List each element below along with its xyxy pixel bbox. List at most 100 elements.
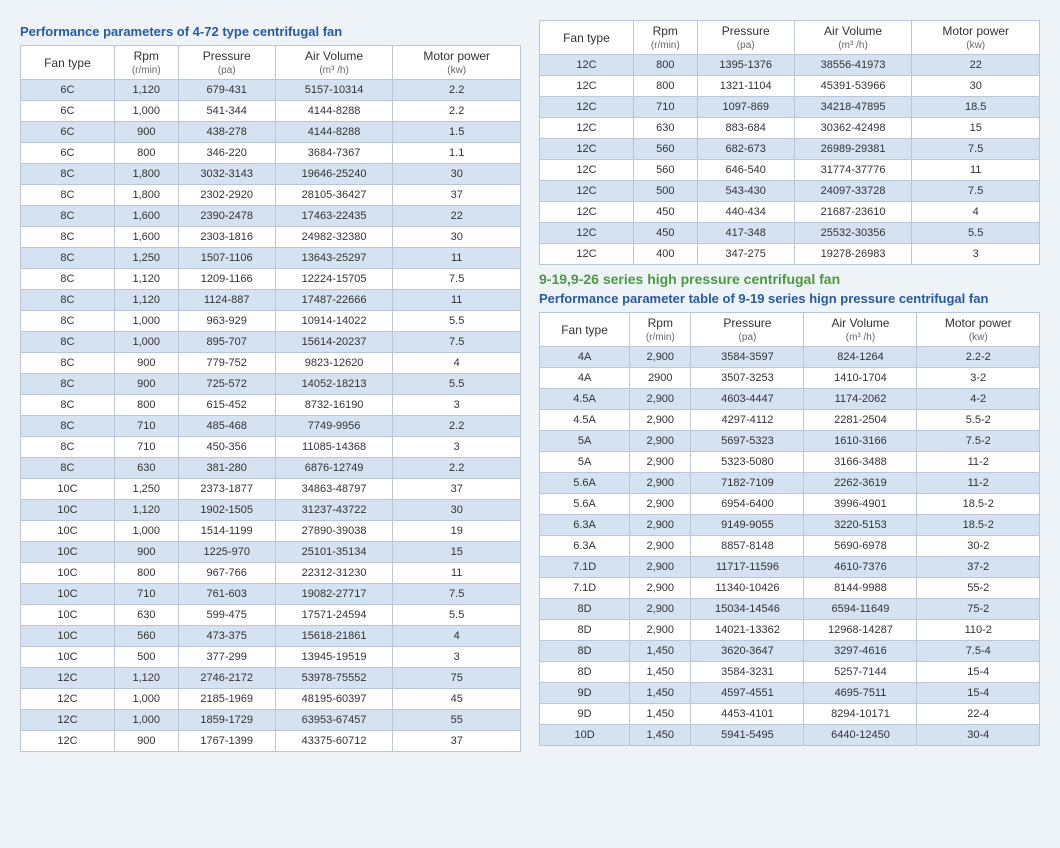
table-cell: 45	[393, 689, 521, 710]
table-cell: 5.5-2	[917, 410, 1040, 431]
table-cell: 10C	[21, 521, 115, 542]
table-row: 8C710485-4687749-99562.2	[21, 416, 521, 437]
table-cell: 2,900	[630, 473, 691, 494]
table-cell: 4453-4101	[691, 704, 804, 725]
table-row: 8C630381-2806876-127492.2	[21, 458, 521, 479]
table-cell: 11	[393, 563, 521, 584]
table-cell: 1,800	[114, 185, 178, 206]
table-cell: 6C	[21, 122, 115, 143]
table-cell: 1,450	[630, 704, 691, 725]
table-cell: 22312-31230	[275, 563, 393, 584]
table-cell: 63953-67457	[275, 710, 393, 731]
table-cell: 2,900	[630, 347, 691, 368]
table-cell: 4	[393, 353, 521, 374]
col-air-volume: Air Volume(m³ /h)	[275, 46, 393, 80]
table-cell: 12C	[21, 668, 115, 689]
page-layout: Performance parameters of 4-72 type cent…	[20, 20, 1040, 752]
table-cell: 2,900	[630, 515, 691, 536]
table-cell: 485-468	[178, 416, 275, 437]
table-cell: 34218-47895	[794, 97, 912, 118]
table-cell: 2302-2920	[178, 185, 275, 206]
table-cell: 900	[114, 374, 178, 395]
table-row: 12C9001767-139943375-6071237	[21, 731, 521, 752]
table-cell: 2303-1816	[178, 227, 275, 248]
table-cell: 500	[114, 647, 178, 668]
table-cell: 6440-12450	[804, 725, 917, 746]
table-cell: 37	[393, 479, 521, 500]
table-cell: 473-375	[178, 626, 275, 647]
table-cell: 37	[393, 185, 521, 206]
col-rpm: Rpm(r/min)	[114, 46, 178, 80]
table-cell: 9823-12620	[275, 353, 393, 374]
table-cell: 900	[114, 353, 178, 374]
table-cell: 1859-1729	[178, 710, 275, 731]
table-cell: 4A	[540, 368, 630, 389]
table-cell: 679-431	[178, 80, 275, 101]
table-cell: 7.5-4	[917, 641, 1040, 662]
table-cell: 2.2-2	[917, 347, 1040, 368]
table-row: 12C400347-27519278-269833	[540, 244, 1040, 265]
table-cell: 4.5A	[540, 410, 630, 431]
table-cell: 13643-25297	[275, 248, 393, 269]
right-column: Fan typeRpm(r/min)Pressure(pa)Air Volume…	[539, 20, 1040, 752]
table-cell: 75-2	[917, 599, 1040, 620]
table-cell: 3	[393, 395, 521, 416]
table-cell: 5.5	[393, 311, 521, 332]
table-cell: 1,450	[630, 662, 691, 683]
table-cell: 9D	[540, 704, 630, 725]
table-cell: 12C	[540, 181, 634, 202]
table-cell: 883-684	[697, 118, 794, 139]
table-cell: 5A	[540, 452, 630, 473]
table-cell: 377-299	[178, 647, 275, 668]
table-cell: 2,900	[630, 494, 691, 515]
table-cell: 6594-11649	[804, 599, 917, 620]
table-cell: 14052-18213	[275, 374, 393, 395]
table-cell: 7.5	[912, 181, 1040, 202]
table-cell: 11	[393, 290, 521, 311]
table-cell: 8D	[540, 620, 630, 641]
table-cell: 1395-1376	[697, 55, 794, 76]
table-cell: 24097-33728	[794, 181, 912, 202]
table-cell: 967-766	[178, 563, 275, 584]
table-cell: 10C	[21, 626, 115, 647]
table-row: 10D1,4505941-54956440-1245030-4	[540, 725, 1040, 746]
table-cell: 895-707	[178, 332, 275, 353]
table-cell: 8C	[21, 437, 115, 458]
table-cell: 5257-7144	[804, 662, 917, 683]
table-cell: 24982-32380	[275, 227, 393, 248]
table-cell: 7.5	[393, 269, 521, 290]
table-row: 5A2,9005323-50803166-348811-2	[540, 452, 1040, 473]
table-cell: 12C	[540, 76, 634, 97]
table-cell: 2.2	[393, 416, 521, 437]
table-cell: 10C	[21, 542, 115, 563]
table-cell: 10C	[21, 605, 115, 626]
table-cell: 560	[633, 160, 697, 181]
table-cell: 8857-8148	[691, 536, 804, 557]
table-cell: 560	[114, 626, 178, 647]
table-cell: 2,900	[630, 599, 691, 620]
table-row: 8C1,6002303-181624982-3238030	[21, 227, 521, 248]
table-cell: 19	[393, 521, 521, 542]
table-cell: 10C	[21, 584, 115, 605]
table-cell: 12C	[540, 202, 634, 223]
table-cell: 10914-14022	[275, 311, 393, 332]
table-cell: 6876-12749	[275, 458, 393, 479]
table-right-top-head: Fan typeRpm(r/min)Pressure(pa)Air Volume…	[540, 21, 1040, 55]
table-cell: 4	[393, 626, 521, 647]
table-cell: 4	[912, 202, 1040, 223]
table-cell: 1.5	[393, 122, 521, 143]
table-cell: 450-356	[178, 437, 275, 458]
table-row: 8C710450-35611085-143683	[21, 437, 521, 458]
table-cell: 800	[633, 76, 697, 97]
table-cell: 17487-22666	[275, 290, 393, 311]
table-cell: 710	[633, 97, 697, 118]
table-row: 4A29003507-32531410-17043-2	[540, 368, 1040, 389]
table-row: 7.1D2,90011340-104268144-998855-2	[540, 578, 1040, 599]
table-cell: 110-2	[917, 620, 1040, 641]
table-row: 6C900438-2784144-82881.5	[21, 122, 521, 143]
table-cell: 560	[633, 139, 697, 160]
table-cell: 3166-3488	[804, 452, 917, 473]
table-cell: 2,900	[630, 410, 691, 431]
col-motor-power: Motor power(kw)	[912, 21, 1040, 55]
table-cell: 11-2	[917, 452, 1040, 473]
